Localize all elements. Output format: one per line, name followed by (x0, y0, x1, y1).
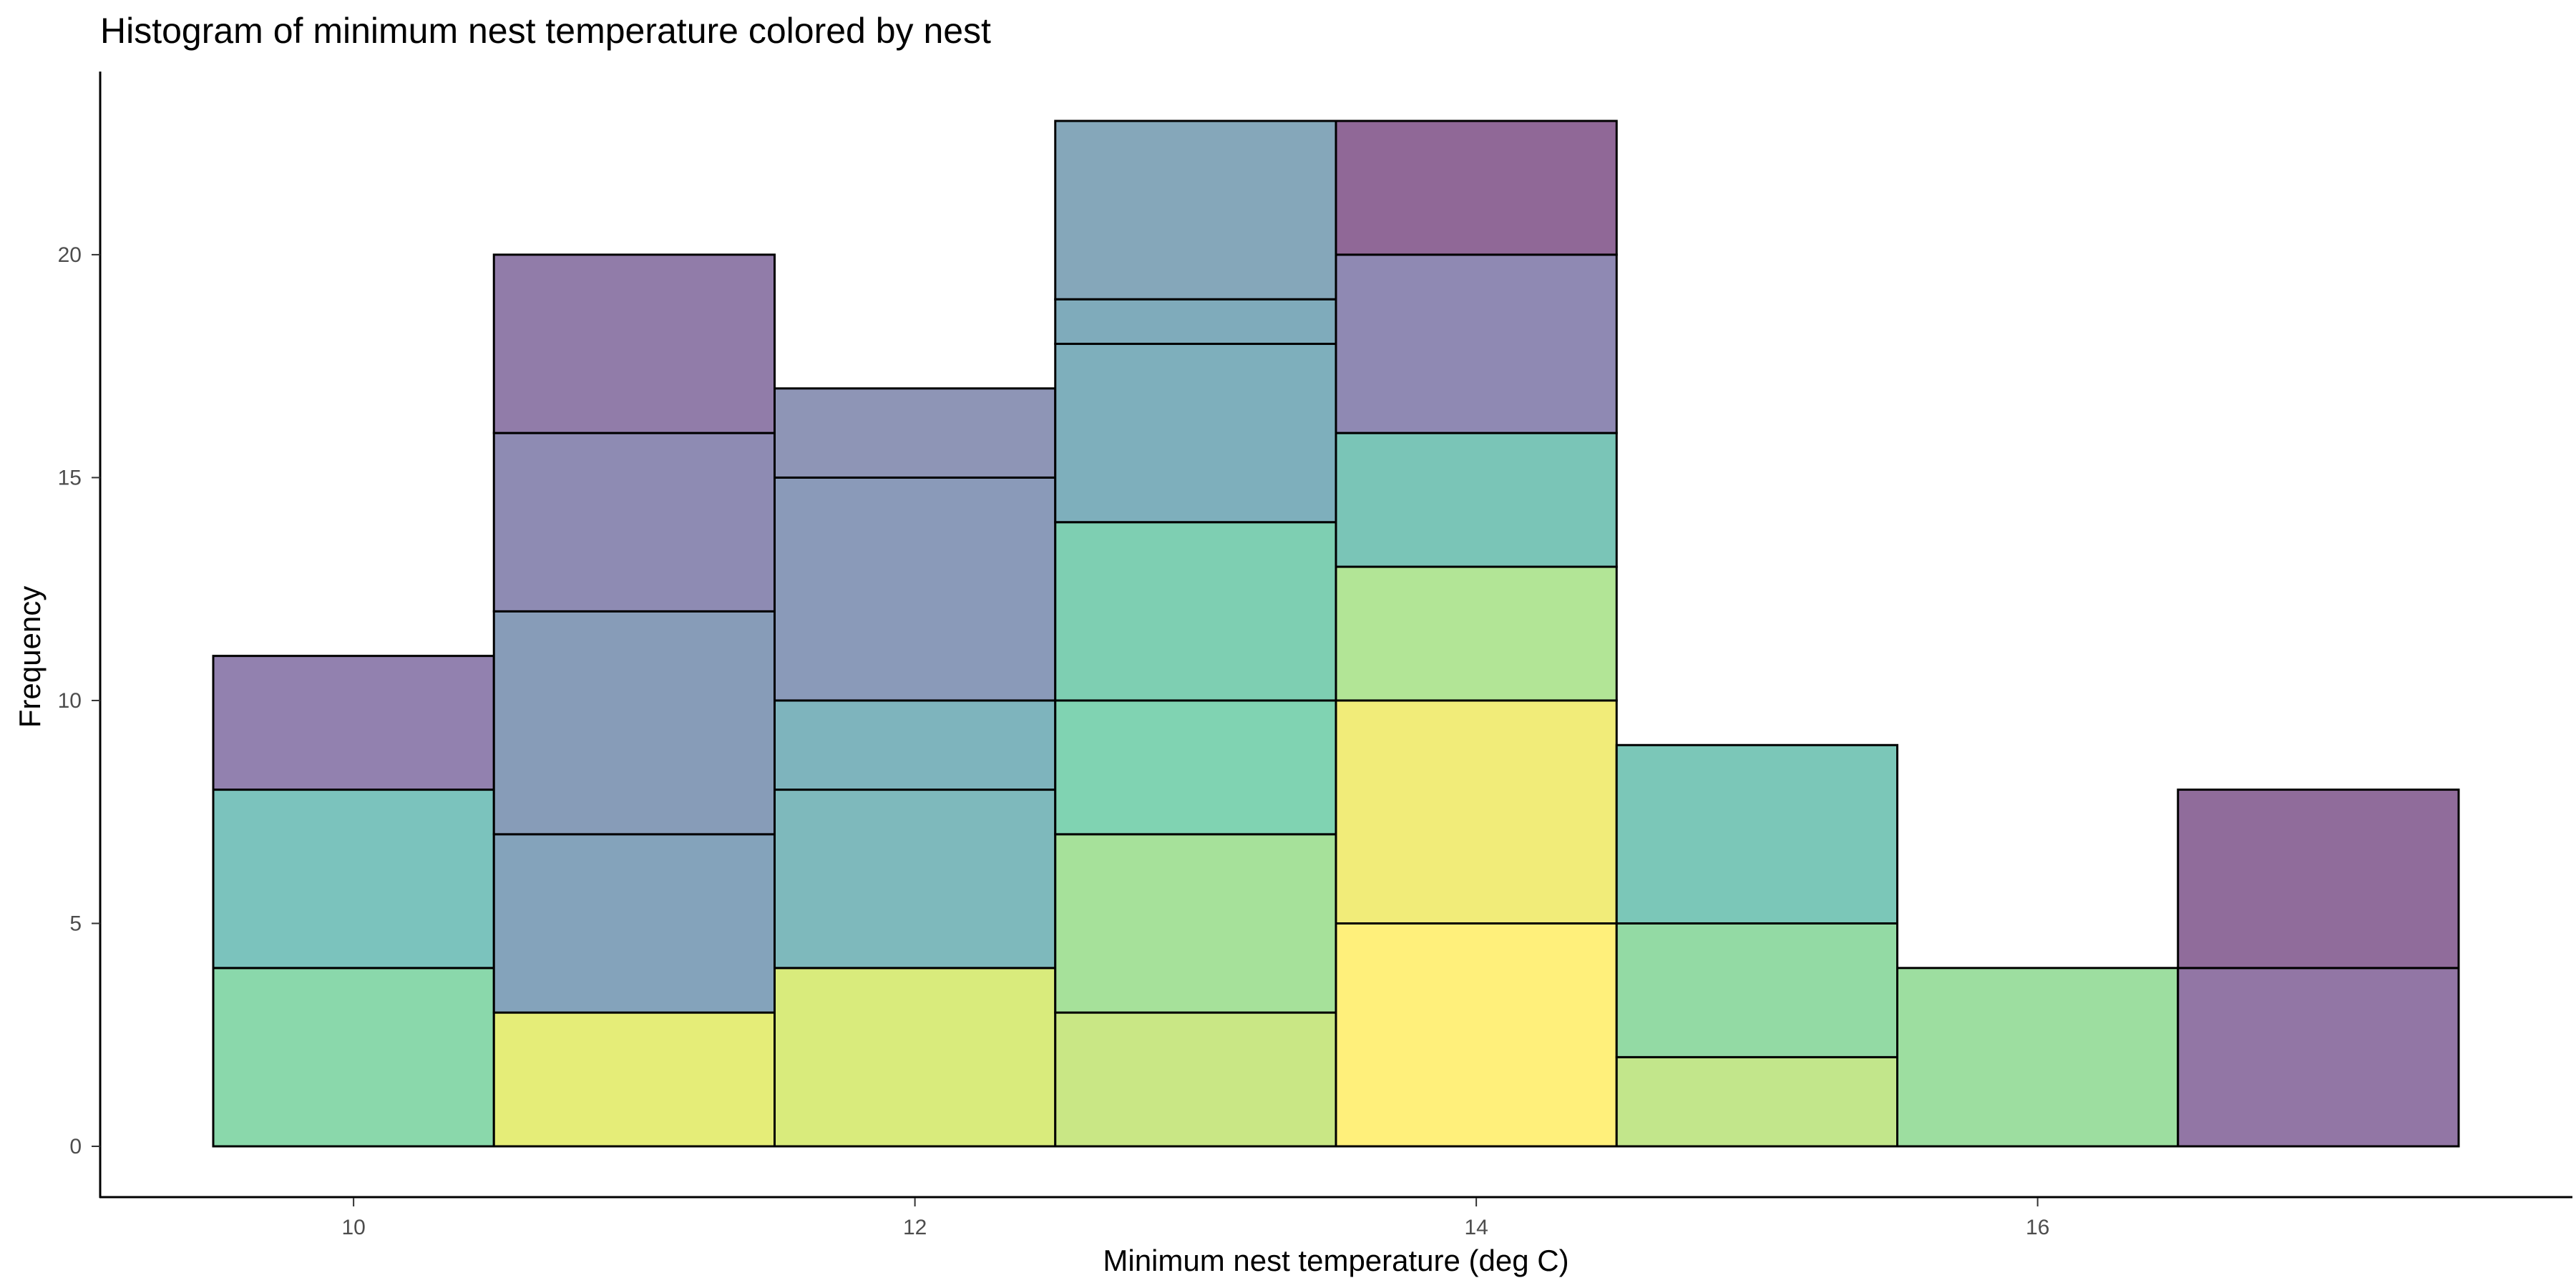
bar-segment-bin3-seg3 (774, 699, 1057, 791)
bar-segment-bin4-seg6 (1054, 298, 1337, 346)
bar-segment-bin3-seg1 (774, 967, 1057, 1148)
bar-segment-bin4-seg5 (1054, 343, 1337, 524)
x-tick-label-12: 12 (903, 1216, 927, 1239)
bar-segment-bin5-seg2 (1335, 699, 1618, 924)
bar-segment-bin8-seg1 (2177, 967, 2460, 1148)
bar-segment-bin2-seg5 (492, 253, 776, 434)
bar-segment-bin6-seg3 (1615, 743, 1898, 924)
bar-segment-bin3-seg2 (774, 789, 1057, 970)
bar-segment-bin5-seg5 (1335, 253, 1618, 434)
bar-segment-bin1-seg1 (212, 967, 495, 1148)
bar-segment-bin5-seg3 (1335, 565, 1618, 702)
bar-segment-bin1-seg3 (212, 655, 495, 791)
bar-segment-bin8-seg2 (2177, 789, 2460, 970)
bar-segment-bin4-seg3 (1054, 699, 1337, 836)
bar-segment-bin4-seg7 (1054, 119, 1337, 301)
y-tick-label-10: 10 (58, 689, 82, 713)
bar-segment-bin5-seg1 (1335, 922, 1618, 1148)
bar-segment-bin2-seg4 (492, 431, 776, 613)
bars-group (212, 119, 2460, 1148)
bar-segment-bin5-seg6 (1335, 119, 1618, 256)
x-tick-label-14: 14 (1464, 1216, 1488, 1239)
x-tick-label-16: 16 (2026, 1216, 2049, 1239)
bar-segment-bin7-seg1 (1896, 967, 2180, 1148)
axes-group (99, 72, 2572, 1199)
bar-segment-bin3-seg4 (774, 476, 1057, 702)
x-tick-label-10: 10 (341, 1216, 365, 1239)
y-tick-label-5: 5 (69, 912, 82, 935)
bar-segment-bin2-seg1 (492, 1011, 776, 1148)
y-tick-label-0: 0 (69, 1135, 82, 1158)
bar-segment-bin4-seg4 (1054, 521, 1337, 702)
bar-segment-bin2-seg2 (492, 833, 776, 1014)
bar-segment-bin2-seg3 (492, 610, 776, 836)
bar-segment-bin6-seg1 (1615, 1055, 1898, 1148)
y-tick-label-20: 20 (58, 243, 82, 267)
chart-title: Histogram of minimum nest temperature co… (100, 11, 991, 51)
bar-segment-bin4-seg1 (1054, 1011, 1337, 1148)
y-axis-title: Frequency (13, 586, 47, 728)
bar-segment-bin1-seg2 (212, 789, 495, 970)
bar-segment-bin4-seg2 (1054, 833, 1337, 1014)
x-ticks-group: 10 12 14 16 (341, 1198, 2049, 1239)
bar-segment-bin5-seg4 (1335, 431, 1618, 568)
bar-segment-bin3-seg5 (774, 387, 1057, 479)
bar-segment-bin6-seg2 (1615, 922, 1898, 1058)
y-ticks-group: 0 5 10 15 20 (58, 243, 100, 1158)
y-tick-label-15: 15 (58, 466, 82, 489)
x-axis-title: Minimum nest temperature (deg C) (1103, 1244, 1568, 1277)
